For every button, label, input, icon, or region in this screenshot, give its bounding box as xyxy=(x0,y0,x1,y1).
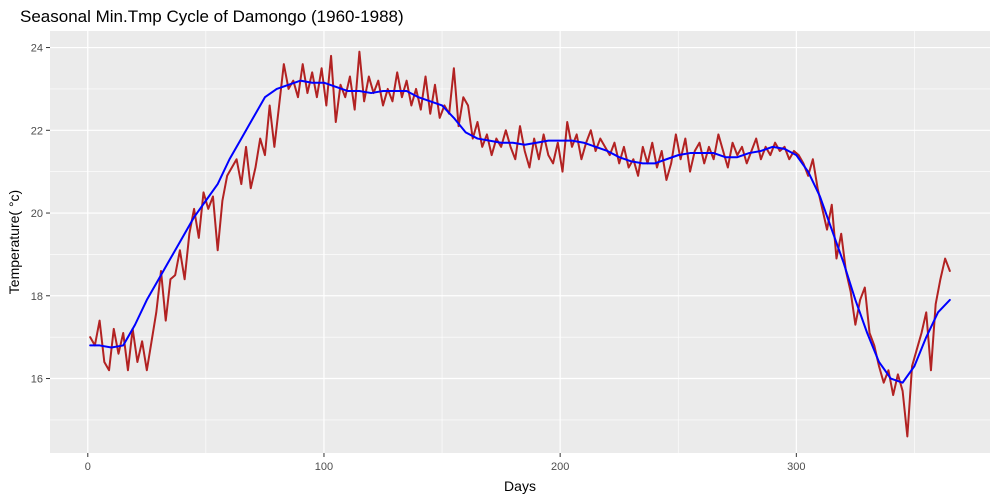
y-axis: 16 18 20 22 24 xyxy=(31,43,50,386)
x-axis: 0 100 200 300 xyxy=(85,453,806,473)
minor-grid xyxy=(50,31,990,453)
y-tick-label: 22 xyxy=(31,125,43,137)
x-tick-label: 0 xyxy=(85,461,91,473)
chart-title: Seasonal Min.Tmp Cycle of Damongo (1960-… xyxy=(20,7,404,26)
x-tick-label: 300 xyxy=(787,461,805,473)
y-axis-title: Temperature( °c) xyxy=(6,190,22,294)
series-line-smooth xyxy=(89,79,951,384)
series-layer xyxy=(89,50,951,438)
x-axis-title: Days xyxy=(504,478,536,494)
y-tick-label: 18 xyxy=(31,291,43,303)
y-tick-label: 20 xyxy=(31,208,43,220)
y-tick-label: 24 xyxy=(31,43,43,55)
plot-panel xyxy=(50,31,990,453)
series-line-raw xyxy=(89,50,951,438)
x-tick-label: 100 xyxy=(315,461,333,473)
x-tick-label: 200 xyxy=(551,461,569,473)
y-tick-label: 16 xyxy=(31,374,43,386)
